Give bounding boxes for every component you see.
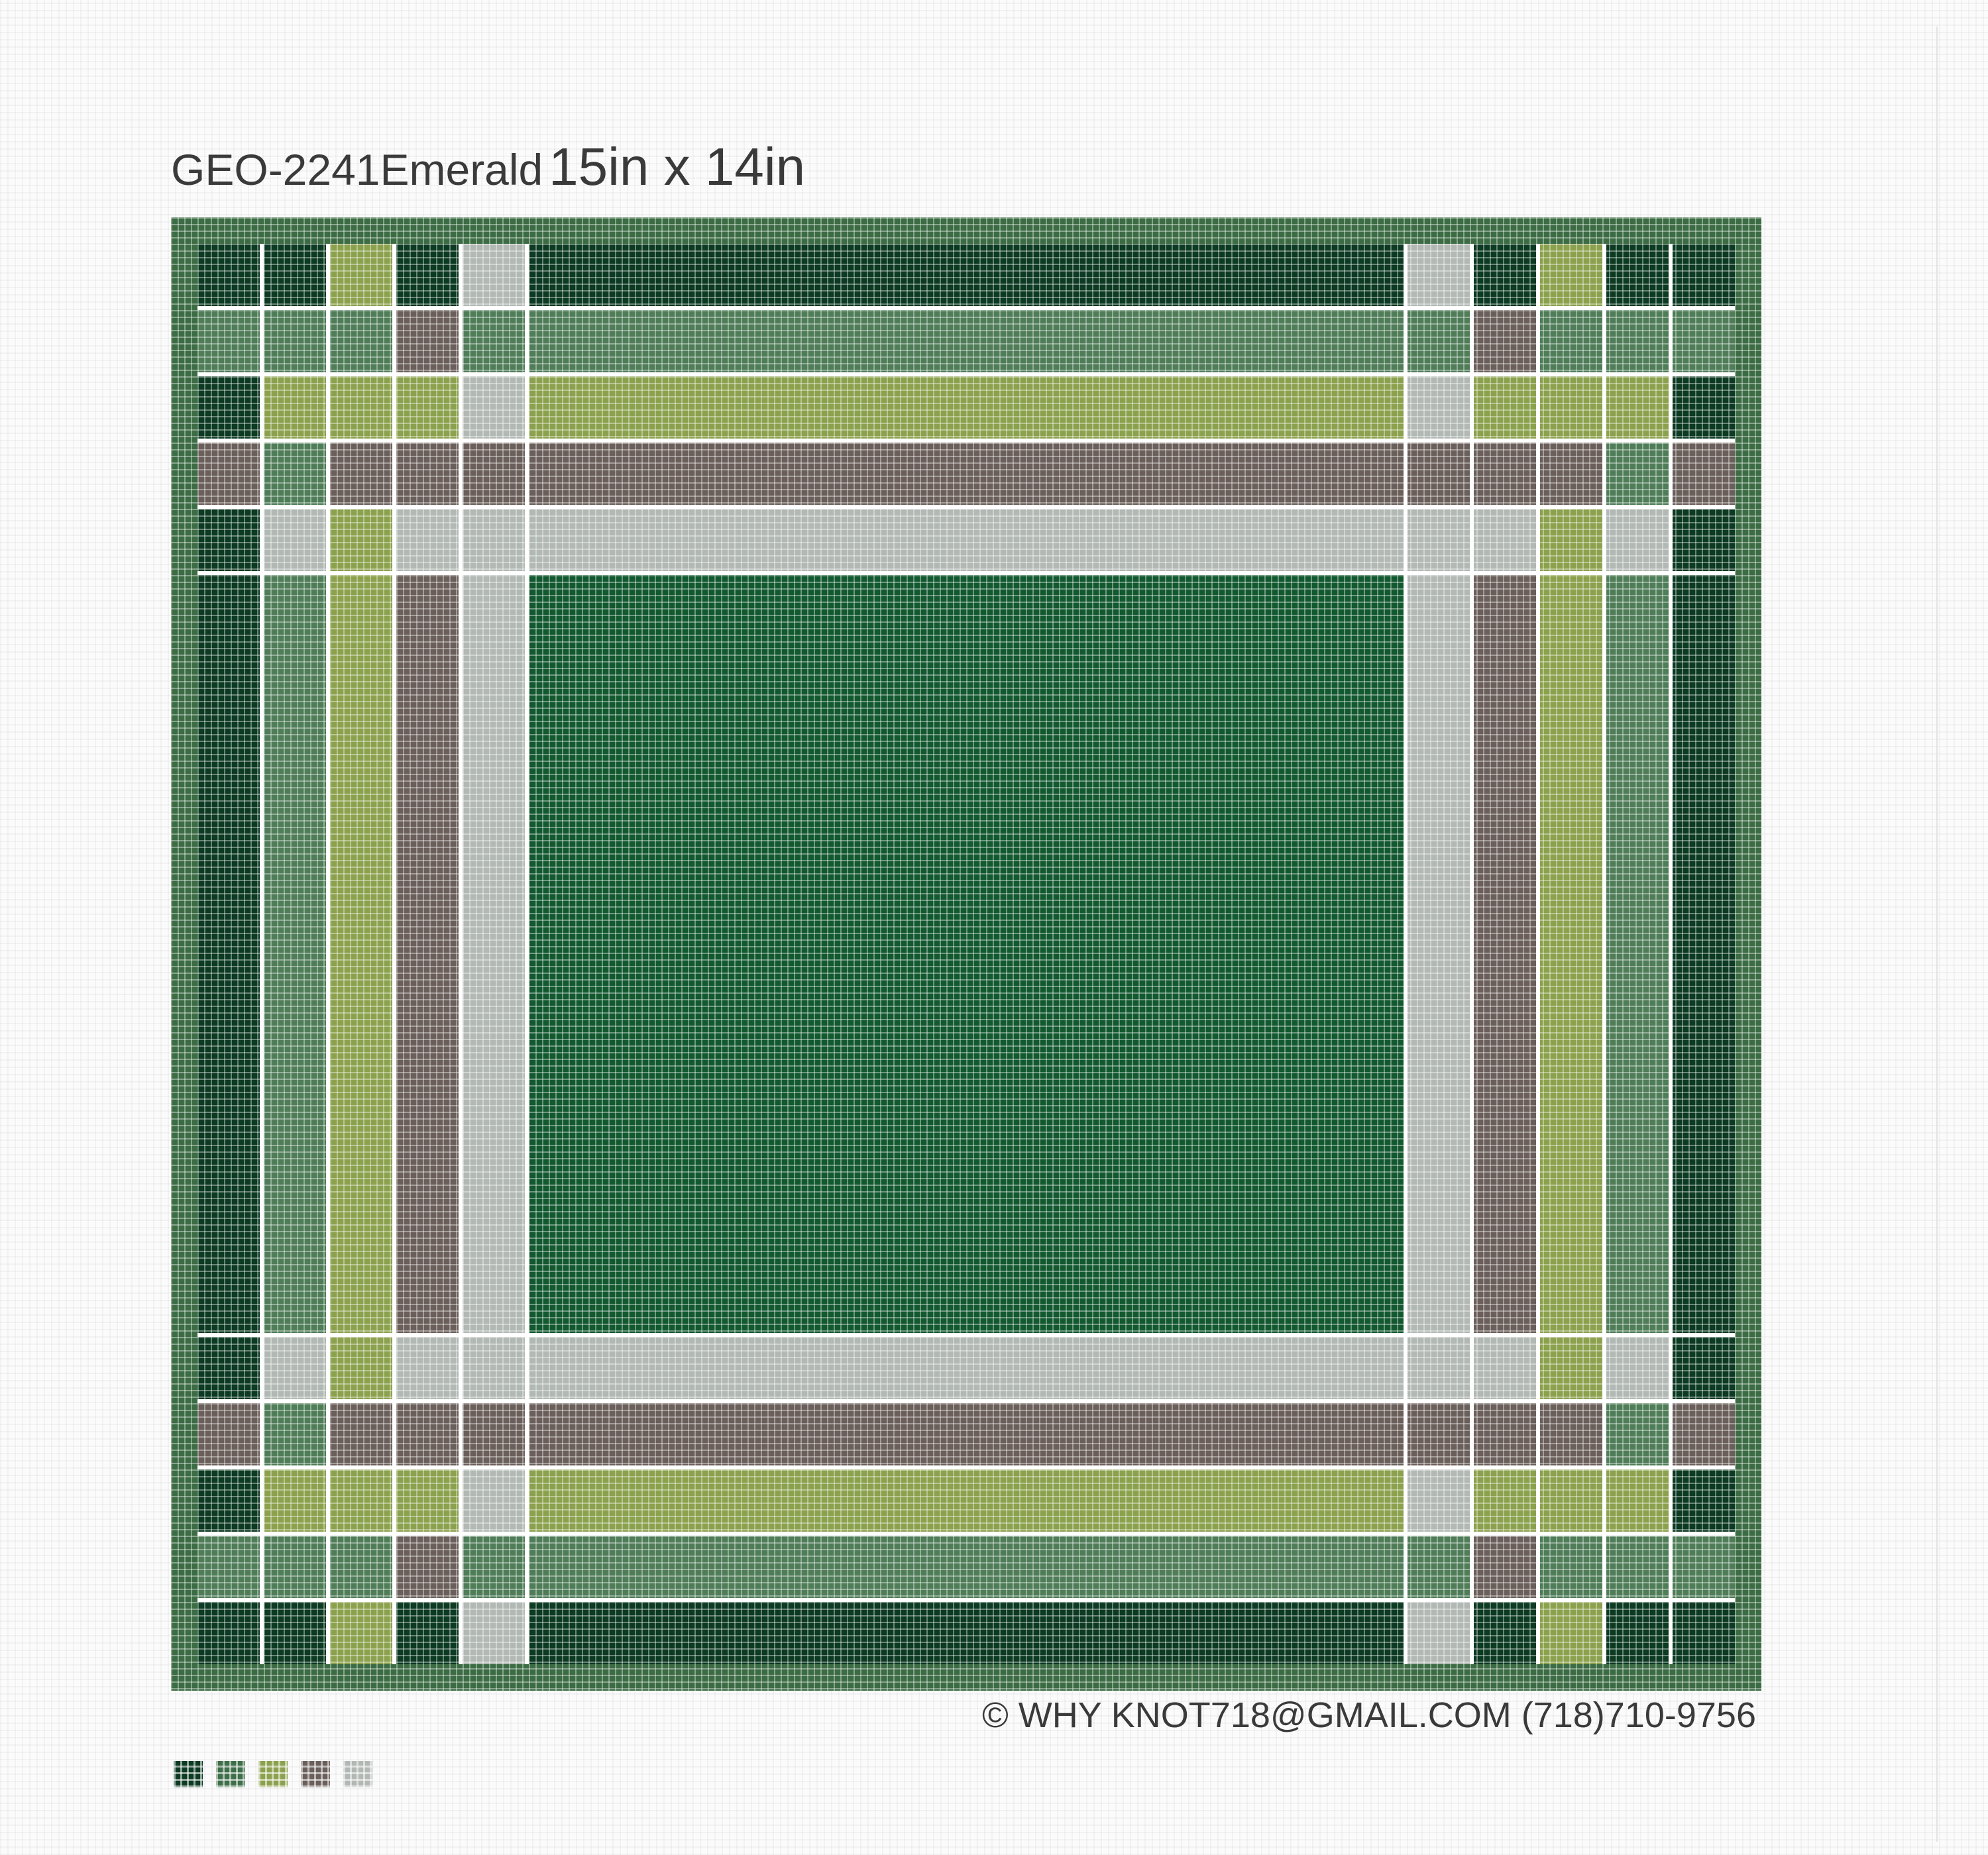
color-swatches bbox=[174, 1761, 372, 1787]
canvas-mesh-overlay bbox=[171, 217, 1761, 1691]
swatch-sage-green bbox=[216, 1761, 245, 1787]
swatch-emerald-dark bbox=[174, 1761, 203, 1787]
page-edge-line bbox=[1936, 26, 1938, 1842]
swatch-taupe bbox=[301, 1761, 330, 1787]
design-title: GEO-2241Emerald 15in x 14in bbox=[171, 140, 805, 193]
swatch-light-gray bbox=[343, 1761, 372, 1787]
design-size: 15in x 14in bbox=[549, 137, 806, 196]
needlepoint-canvas bbox=[171, 217, 1761, 1691]
design-code: GEO-2241Emerald bbox=[171, 145, 543, 194]
swatch-olive-green bbox=[258, 1761, 288, 1787]
copyright-credit: © WHY KNOT718@GMAIL.COM (718)710-9756 bbox=[981, 1695, 1756, 1735]
